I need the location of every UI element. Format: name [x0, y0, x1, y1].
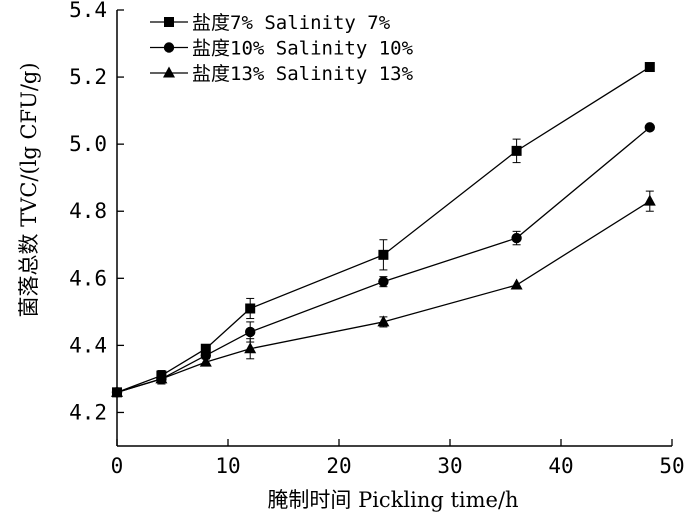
data-point — [378, 276, 389, 287]
series-triangle — [111, 190, 656, 397]
data-point — [244, 342, 257, 354]
data-point — [511, 232, 522, 244]
y-tick-label: 4.8 — [69, 199, 107, 223]
data-point — [111, 385, 123, 397]
data-point — [199, 355, 212, 367]
x-tick-label: 30 — [437, 454, 462, 478]
data-point — [245, 303, 256, 314]
data-point — [511, 145, 522, 156]
data-point — [378, 249, 389, 260]
x-tick-label: 20 — [326, 454, 351, 478]
legend: 盐度7% Salinity 7% 盐度10% Salinity 10% 盐度13% … — [150, 12, 414, 85]
x-axis-label: 腌制时间 Pickling time/h — [267, 488, 518, 512]
legend-marker — [164, 17, 174, 27]
data-point — [510, 278, 523, 290]
data-point — [245, 326, 256, 338]
legend-label: 盐度7% Salinity 7% — [192, 12, 391, 34]
series-line — [116, 66, 651, 393]
y-tick-label: 5.0 — [69, 132, 107, 156]
legend-label: 盐度13% Salinity 13% — [192, 63, 414, 85]
data-point — [200, 343, 211, 354]
y-tick-label: 5.2 — [69, 65, 107, 89]
y-tick-label: 4.6 — [69, 266, 107, 290]
series-layer — [111, 62, 656, 398]
legend-label: 盐度10% Salinity 10% — [192, 38, 414, 60]
series-square — [112, 62, 655, 398]
data-point — [644, 122, 655, 133]
x-tick-label: 50 — [659, 454, 684, 478]
series-line — [116, 200, 651, 393]
legend-item: 盐度10% Salinity 10% — [150, 38, 414, 60]
x-tick-label: 10 — [215, 454, 240, 478]
legend-item: 盐度7% Salinity 7% — [150, 12, 391, 34]
y-axis-label: 菌落总数 TVC/(lg CFU/g) — [17, 62, 41, 317]
axes — [116, 10, 672, 447]
x-ticks: 0 10 20 30 40 50 — [111, 439, 685, 478]
data-point — [200, 350, 211, 361]
data-point — [644, 62, 655, 73]
y-tick-label: 5.4 — [69, 0, 107, 22]
legend-marker — [163, 66, 175, 78]
data-point — [155, 372, 168, 384]
y-tick-label: 4.2 — [69, 400, 107, 424]
x-tick-label: 0 — [111, 454, 124, 478]
legend-marker — [163, 42, 175, 53]
y-ticks: 4.2 4.4 4.6 4.8 5.0 5.2 5.4 — [69, 0, 124, 424]
y-tick-label: 4.4 — [69, 333, 107, 357]
legend-item: 盐度13% Salinity 13% — [150, 63, 414, 85]
x-tick-label: 40 — [548, 454, 573, 478]
data-point — [377, 315, 390, 327]
data-point — [643, 194, 656, 206]
